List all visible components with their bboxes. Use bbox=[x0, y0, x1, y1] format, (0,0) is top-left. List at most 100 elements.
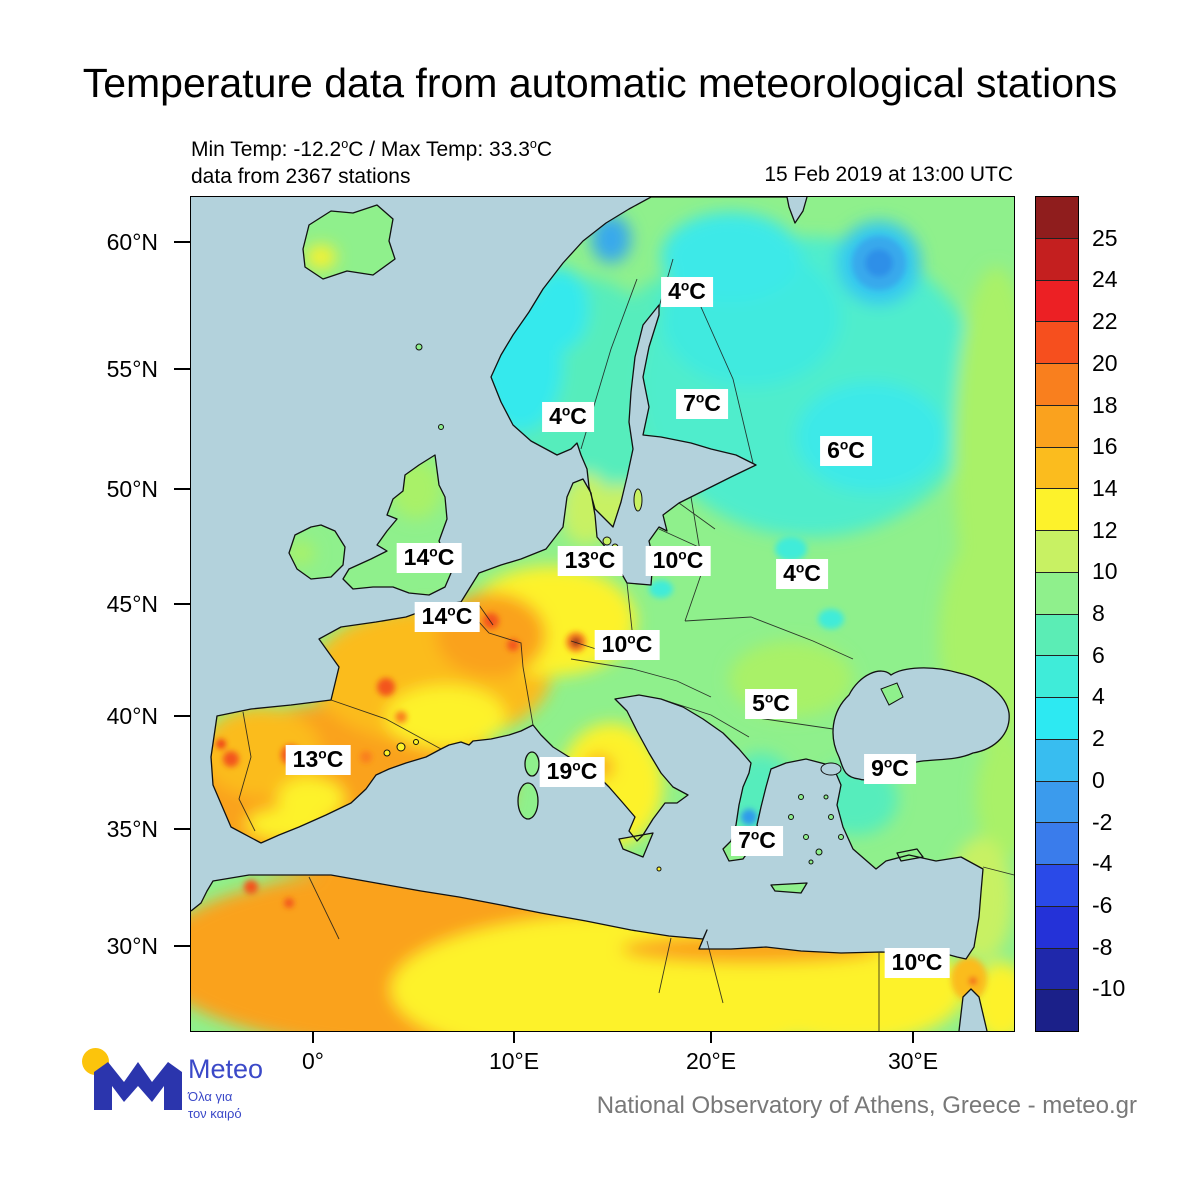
celsius-letter: C bbox=[804, 560, 821, 586]
celsius-letter: C bbox=[580, 758, 598, 784]
colorbar-segment bbox=[1036, 780, 1078, 823]
minmax-text-1: Min Temp: -12.2 bbox=[191, 138, 342, 161]
celsius-letter: C bbox=[686, 547, 704, 573]
lon-axis-label: 20°E bbox=[685, 1048, 737, 1074]
logo-tagline-line1: Όλα για bbox=[188, 1089, 233, 1104]
degree-sup: o bbox=[883, 755, 893, 771]
colorbar-tick-label: 4 bbox=[1092, 683, 1105, 710]
degree-sup: o bbox=[429, 544, 438, 560]
europe-map-svg bbox=[191, 197, 1014, 1031]
colorbar-tick-label: 0 bbox=[1092, 766, 1105, 793]
colorbar-segment bbox=[1036, 571, 1078, 614]
colorbar-segment bbox=[1036, 655, 1078, 697]
degree-sup: o bbox=[678, 547, 687, 563]
lon-axis-tick bbox=[513, 1031, 515, 1043]
country-borders bbox=[238, 258, 1014, 1031]
temp-value: 9 bbox=[871, 755, 884, 781]
colorbar-segment bbox=[1036, 989, 1078, 1031]
station-temp-label-turkey: 9oC bbox=[864, 754, 916, 784]
lat-axis-label: 35°N bbox=[106, 816, 158, 842]
attribution-text: National Observatory of Athens, Greece -… bbox=[596, 1092, 1137, 1119]
celsius-letter: C bbox=[570, 403, 587, 429]
degree-sup: o bbox=[572, 758, 581, 774]
celsius-letter: C bbox=[689, 278, 706, 304]
celsius-letter: C bbox=[455, 603, 473, 629]
colorbar-tick-label: 18 bbox=[1092, 391, 1118, 418]
colorbar-segment bbox=[1036, 947, 1078, 990]
colorbar-segment bbox=[1036, 697, 1078, 739]
station-temp-label-poland: 10oC bbox=[645, 546, 711, 576]
temperature-colorbar bbox=[1035, 196, 1079, 1032]
temp-value: 7 bbox=[738, 827, 751, 853]
colorbar-tick-label: 22 bbox=[1092, 308, 1118, 335]
temp-value: 13 bbox=[292, 746, 319, 772]
colorbar-segment bbox=[1036, 488, 1078, 530]
minmax-text-2: / Max Temp: 33.3 bbox=[363, 138, 530, 161]
degree-sup: o bbox=[695, 390, 705, 406]
lon-axis-label: 10°E bbox=[488, 1048, 540, 1074]
degree-sup: o bbox=[590, 547, 599, 563]
station-temp-label-egypt: 10oC bbox=[884, 948, 950, 978]
celsius-letter: C bbox=[848, 437, 865, 463]
subtitle-block: Min Temp: -12.2oC / Max Temp: 33.3oC dat… bbox=[191, 136, 552, 190]
station-temp-label-baltic: 7oC bbox=[676, 389, 728, 419]
colorbar-tick-label: -8 bbox=[1092, 933, 1113, 960]
temp-value: 4 bbox=[549, 403, 562, 429]
degree-sup: o bbox=[447, 603, 456, 619]
colorbar-segment bbox=[1036, 446, 1078, 489]
station-temp-label-finland: 4oC bbox=[661, 277, 713, 307]
celsius-letter: C bbox=[635, 631, 653, 657]
logo-tagline: Όλα για τον καιρό bbox=[188, 1088, 242, 1122]
lat-axis-tick bbox=[174, 945, 190, 947]
celsius-letter: C bbox=[598, 547, 616, 573]
celsius-letter: C bbox=[348, 138, 364, 161]
degree-sup: o bbox=[561, 403, 571, 419]
small-islands bbox=[383, 343, 844, 872]
lat-axis-tick bbox=[174, 368, 190, 370]
temp-value: 7 bbox=[683, 390, 696, 416]
colorbar-segment bbox=[1036, 738, 1078, 781]
logo-tagline-line2: τον καιρό bbox=[188, 1106, 242, 1121]
temp-value: 10 bbox=[601, 631, 628, 657]
logo-meteo-text: Meteo bbox=[188, 1054, 264, 1084]
celsius-letter: C bbox=[704, 390, 721, 416]
degree-sup: o bbox=[627, 631, 636, 647]
colorbar-tick-label: 14 bbox=[1092, 474, 1118, 501]
station-temp-label-romania: 5oC bbox=[745, 689, 797, 719]
europe-temperature-map: 4oC 4oC 7oC 6oC 14oC 13oC 10oC 4oC 14oC 10oC 5oC 13… bbox=[190, 196, 1015, 1032]
degree-sup: o bbox=[795, 560, 805, 576]
celsius-letter: C bbox=[437, 544, 455, 570]
celsius-letter: C bbox=[759, 827, 776, 853]
degree-sup: o bbox=[750, 827, 760, 843]
stations-count-line: data from 2367 stations bbox=[191, 165, 411, 188]
station-temp-label-england: 14oC bbox=[396, 543, 462, 573]
temp-value: 13 bbox=[564, 547, 591, 573]
colorbar-tick-label: 10 bbox=[1092, 558, 1118, 585]
celsius-letter: C bbox=[892, 755, 909, 781]
station-temp-label-france: 14oC bbox=[414, 602, 480, 632]
colorbar-segment bbox=[1036, 530, 1078, 572]
degree-sup: o bbox=[341, 137, 349, 151]
lat-axis-tick bbox=[174, 241, 190, 243]
station-temp-label-austria: 10oC bbox=[594, 630, 660, 660]
celsius-letter: C bbox=[326, 746, 344, 772]
lat-axis-tick bbox=[174, 828, 190, 830]
degree-sup: o bbox=[318, 746, 327, 762]
page-title: Temperature data from automatic meteorol… bbox=[82, 60, 1118, 106]
colorbar-tick-label: 25 bbox=[1092, 224, 1118, 251]
lat-axis-label: 60°N bbox=[106, 229, 158, 255]
minmax-line: Min Temp: -12.2oC / Max Temp: 33.3oC bbox=[191, 136, 552, 163]
colorbar-tick-label: 20 bbox=[1092, 349, 1118, 376]
colorbar-segment bbox=[1036, 905, 1078, 948]
temp-value: 4 bbox=[668, 278, 681, 304]
degree-sup: o bbox=[680, 278, 690, 294]
colorbar-tick-label: 2 bbox=[1092, 725, 1105, 752]
station-temp-label-germany: 13oC bbox=[557, 546, 623, 576]
lat-axis-label: 55°N bbox=[106, 356, 158, 382]
colorbar-segment bbox=[1036, 197, 1078, 238]
colorbar-tick-label: -6 bbox=[1092, 891, 1113, 918]
colorbar-tick-label: 8 bbox=[1092, 600, 1105, 626]
colorbar-segment bbox=[1036, 822, 1078, 864]
colorbar-tick-label: -2 bbox=[1092, 808, 1113, 835]
